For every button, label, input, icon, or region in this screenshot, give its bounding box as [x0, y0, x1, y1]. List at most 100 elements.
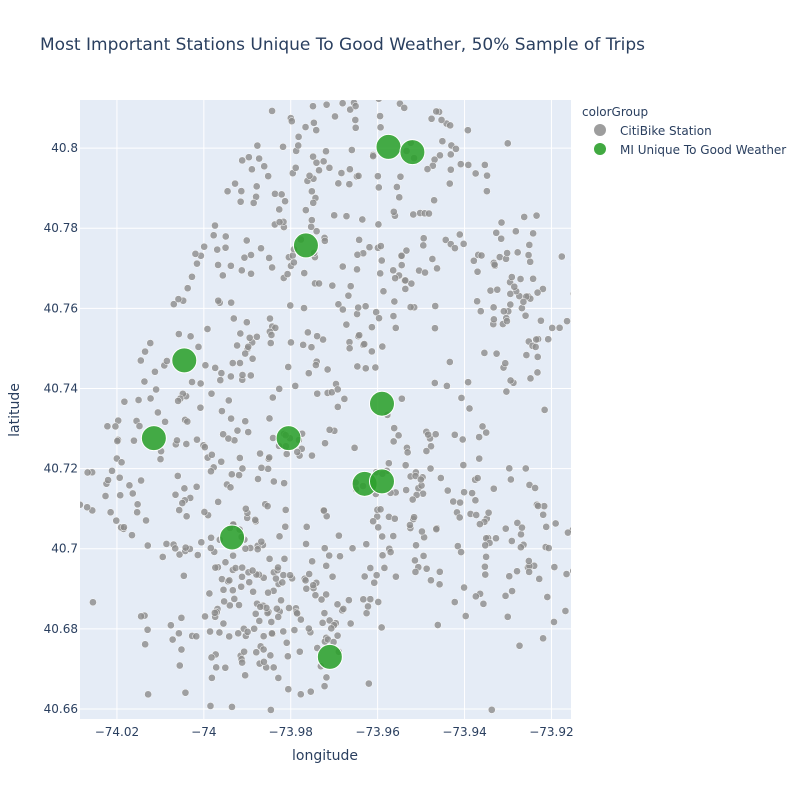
station-point [456, 160, 465, 169]
station-point [168, 635, 177, 644]
station-point [449, 497, 458, 506]
station-point [245, 153, 253, 162]
legend-item-citibike-station[interactable]: CitiBike Station [594, 124, 712, 138]
station-point [268, 263, 276, 272]
station-point [445, 179, 454, 188]
station-point [275, 205, 284, 214]
station-point [407, 279, 416, 288]
station-point [427, 576, 435, 585]
x-axis-ticks: −74.02 −74 −73.98 −73.96 −73.94 −73.92 [95, 725, 574, 739]
station-point [154, 408, 162, 417]
station-point [134, 396, 143, 404]
station-point [369, 152, 377, 160]
station-point [507, 273, 516, 281]
highlight-point[interactable] [171, 347, 198, 374]
station-point [486, 286, 495, 295]
highlight-point[interactable] [140, 425, 167, 452]
station-point [304, 328, 312, 337]
station-point [279, 627, 288, 636]
station-point [572, 568, 579, 575]
station-point [320, 609, 329, 617]
station-point [244, 342, 253, 351]
station-point [233, 341, 241, 350]
station-point [305, 171, 314, 180]
station-point [394, 431, 403, 440]
station-point [225, 601, 234, 610]
station-point [561, 607, 570, 615]
station-point [422, 447, 431, 455]
station-point [181, 543, 190, 552]
station-point [422, 564, 431, 573]
station-point [287, 117, 296, 126]
station-point [503, 317, 511, 325]
station-point [389, 437, 398, 446]
station-point [193, 435, 201, 444]
station-point [557, 252, 566, 261]
station-point [402, 722, 409, 729]
station-point [260, 162, 269, 171]
station-point [217, 369, 226, 377]
station-point [283, 270, 292, 278]
station-point [537, 316, 545, 325]
station-point [263, 502, 272, 510]
station-point [339, 605, 348, 613]
y-tick-label: 40.8 [51, 141, 78, 155]
station-point [256, 602, 265, 611]
legend[interactable]: colorGroup CitiBike Station MI Unique To… [582, 105, 786, 157]
station-point [174, 330, 183, 338]
highlight-point[interactable] [219, 524, 246, 551]
station-point [142, 516, 150, 525]
station-point [280, 555, 289, 563]
station-point [235, 601, 243, 609]
station-point [526, 257, 535, 266]
station-point [237, 187, 246, 196]
station-point [411, 472, 420, 480]
station-point [322, 147, 330, 156]
station-point [304, 369, 313, 378]
station-point [374, 183, 383, 192]
station-point [227, 261, 235, 270]
station-point [450, 598, 459, 606]
station-point [346, 619, 355, 628]
station-point [325, 163, 334, 172]
station-point [208, 450, 216, 459]
station-point [309, 198, 318, 207]
station-point [457, 548, 465, 556]
station-point [390, 514, 399, 523]
station-point [321, 237, 329, 245]
station-point [313, 389, 322, 398]
highlight-point[interactable] [375, 133, 402, 160]
station-point [196, 379, 205, 388]
station-point [398, 394, 406, 403]
station-point [228, 359, 237, 367]
station-point [287, 338, 295, 347]
station-point [175, 506, 184, 514]
highlight-point[interactable] [316, 643, 343, 670]
station-point [246, 371, 255, 380]
station-point [193, 259, 201, 268]
highlight-point[interactable] [275, 425, 302, 452]
station-point [401, 285, 410, 293]
station-point [267, 331, 276, 339]
highlight-point[interactable] [399, 139, 426, 166]
station-point [471, 169, 480, 178]
highlight-point[interactable] [292, 232, 319, 259]
station-point [563, 317, 571, 325]
legend-item-mi-unique[interactable]: MI Unique To Good Weather [594, 143, 786, 157]
station-point [478, 422, 487, 431]
station-point [115, 473, 124, 482]
station-point [575, 522, 582, 529]
station-point [247, 269, 255, 278]
station-point [228, 703, 236, 711]
highlight-point[interactable] [368, 468, 395, 495]
station-point [120, 397, 129, 406]
station-point [257, 463, 266, 472]
highlight-point[interactable] [368, 390, 395, 417]
station-point [259, 645, 268, 654]
station-point [133, 500, 142, 509]
station-point [366, 595, 375, 604]
station-point [128, 531, 136, 540]
station-point [507, 537, 516, 545]
station-point [169, 300, 178, 309]
station-point [443, 382, 451, 390]
